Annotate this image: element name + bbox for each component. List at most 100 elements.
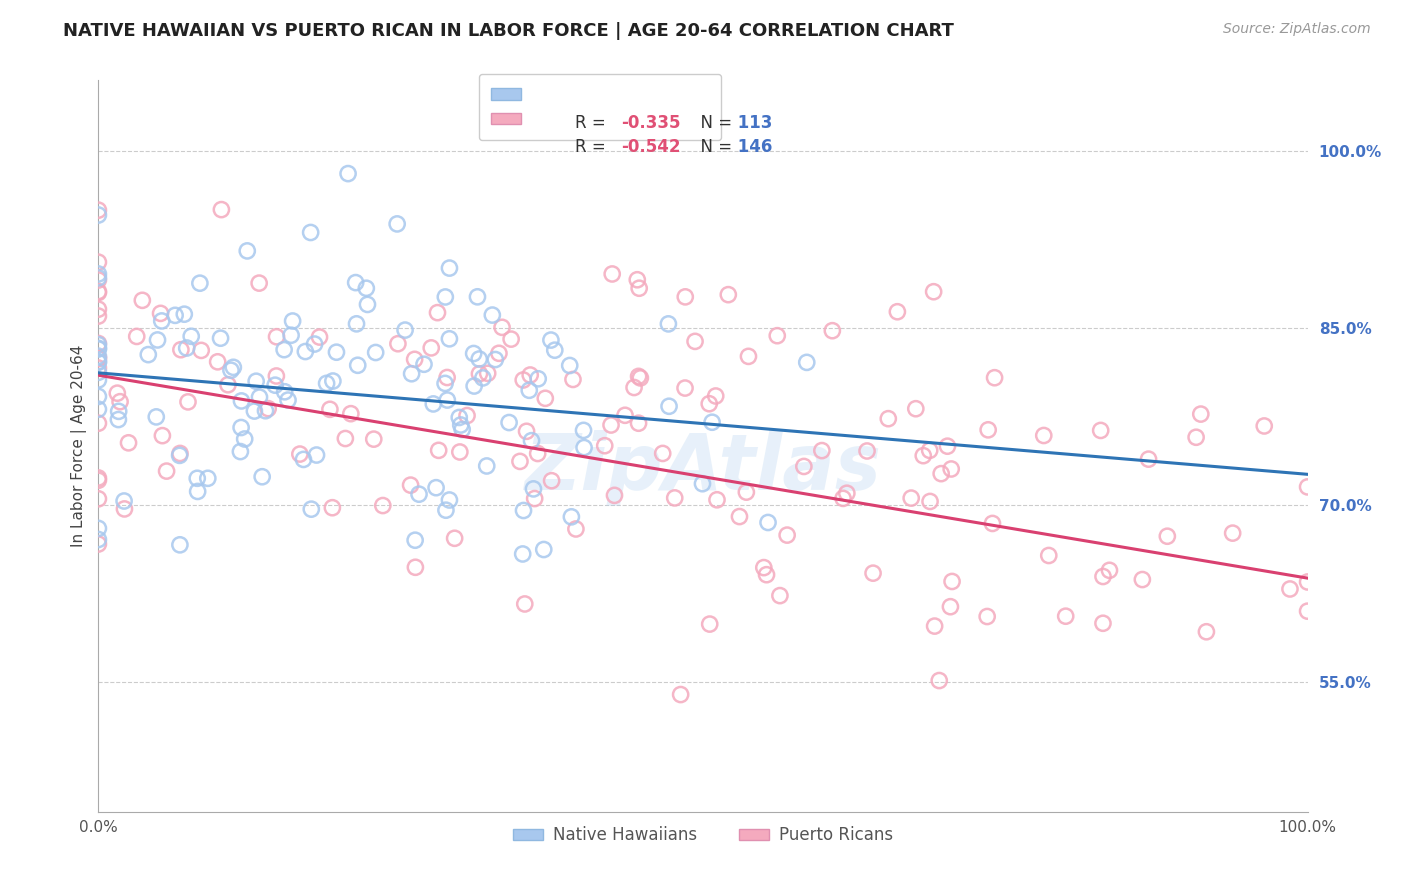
Point bbox=[1130, 573, 1153, 587]
Text: R =: R = bbox=[575, 137, 610, 155]
Point bbox=[475, 458, 498, 473]
Point bbox=[266, 330, 288, 344]
Point bbox=[273, 343, 295, 357]
Point bbox=[1137, 452, 1160, 467]
Point bbox=[87, 270, 110, 285]
Point bbox=[209, 331, 232, 345]
Point bbox=[87, 537, 110, 551]
Point bbox=[717, 287, 740, 301]
Point bbox=[321, 500, 343, 515]
Point bbox=[700, 415, 723, 429]
Text: NATIVE HAWAIIAN VS PUERTO RICAN IN LABOR FORCE | AGE 20-64 CORRELATION CHART: NATIVE HAWAIIAN VS PUERTO RICAN IN LABOR… bbox=[63, 22, 955, 40]
Point bbox=[387, 336, 409, 351]
Point bbox=[180, 329, 202, 343]
Point bbox=[394, 323, 416, 337]
Point bbox=[737, 350, 759, 364]
Point bbox=[131, 293, 153, 308]
Point bbox=[108, 394, 131, 409]
Point bbox=[540, 333, 562, 347]
Point bbox=[344, 276, 367, 290]
Point bbox=[1092, 569, 1115, 583]
Point bbox=[983, 370, 1005, 384]
Point bbox=[699, 617, 721, 632]
Point bbox=[87, 267, 110, 281]
Point bbox=[299, 502, 322, 516]
Point bbox=[752, 560, 775, 574]
Point bbox=[512, 503, 534, 517]
Point bbox=[533, 542, 555, 557]
Point bbox=[628, 371, 651, 385]
Point bbox=[501, 332, 523, 346]
Point bbox=[315, 376, 337, 391]
Point bbox=[755, 567, 778, 582]
Point bbox=[651, 446, 673, 460]
Point bbox=[451, 422, 474, 436]
Point bbox=[277, 393, 299, 408]
Point bbox=[87, 355, 110, 369]
Point bbox=[443, 531, 465, 545]
Point bbox=[519, 368, 541, 382]
Point bbox=[149, 306, 172, 320]
Point bbox=[273, 384, 295, 399]
Point bbox=[821, 324, 844, 338]
Point bbox=[657, 317, 679, 331]
Point bbox=[1296, 480, 1319, 494]
Legend: Native Hawaiians, Puerto Ricans: Native Hawaiians, Puerto Ricans bbox=[506, 820, 900, 851]
Point bbox=[150, 428, 173, 442]
Point bbox=[628, 281, 651, 295]
Point bbox=[1185, 430, 1208, 444]
Point bbox=[544, 343, 567, 358]
Point bbox=[467, 290, 489, 304]
Text: Source: ZipAtlas.com: Source: ZipAtlas.com bbox=[1223, 22, 1371, 37]
Point bbox=[924, 619, 946, 633]
Point bbox=[936, 439, 959, 453]
Point bbox=[756, 516, 779, 530]
Point bbox=[150, 314, 173, 328]
Point bbox=[491, 320, 513, 334]
Point bbox=[560, 509, 582, 524]
Point bbox=[527, 372, 550, 386]
Point bbox=[363, 432, 385, 446]
Point bbox=[977, 423, 1000, 437]
Point bbox=[449, 445, 471, 459]
Point bbox=[236, 244, 259, 258]
Point bbox=[439, 261, 461, 276]
Point bbox=[697, 397, 720, 411]
Point bbox=[941, 574, 963, 589]
Point bbox=[669, 688, 692, 702]
Point bbox=[877, 411, 900, 425]
Point bbox=[471, 371, 494, 385]
Point bbox=[346, 317, 368, 331]
Point bbox=[481, 308, 503, 322]
Point bbox=[87, 285, 110, 300]
Point bbox=[173, 307, 195, 321]
Point bbox=[245, 374, 267, 388]
Point bbox=[281, 314, 304, 328]
Point bbox=[87, 416, 110, 430]
Point bbox=[513, 597, 536, 611]
Point bbox=[371, 499, 394, 513]
Point bbox=[766, 328, 789, 343]
Point bbox=[769, 589, 792, 603]
Point bbox=[1278, 582, 1301, 596]
Point bbox=[1296, 604, 1319, 618]
Text: ZipAtlas: ZipAtlas bbox=[524, 430, 882, 506]
Point bbox=[981, 516, 1004, 531]
Point bbox=[87, 521, 110, 535]
Text: -0.542: -0.542 bbox=[621, 137, 681, 155]
Point bbox=[928, 673, 950, 688]
Point bbox=[188, 276, 211, 290]
Point bbox=[439, 493, 461, 508]
Point bbox=[87, 355, 110, 369]
Point bbox=[835, 486, 858, 500]
Point bbox=[257, 401, 280, 416]
Point bbox=[288, 447, 311, 461]
Point bbox=[219, 363, 242, 377]
Point bbox=[266, 369, 288, 384]
Point bbox=[346, 359, 368, 373]
Point bbox=[600, 417, 623, 432]
Point bbox=[1189, 407, 1212, 421]
Point bbox=[280, 328, 302, 343]
Point bbox=[177, 395, 200, 409]
Point bbox=[107, 404, 129, 418]
